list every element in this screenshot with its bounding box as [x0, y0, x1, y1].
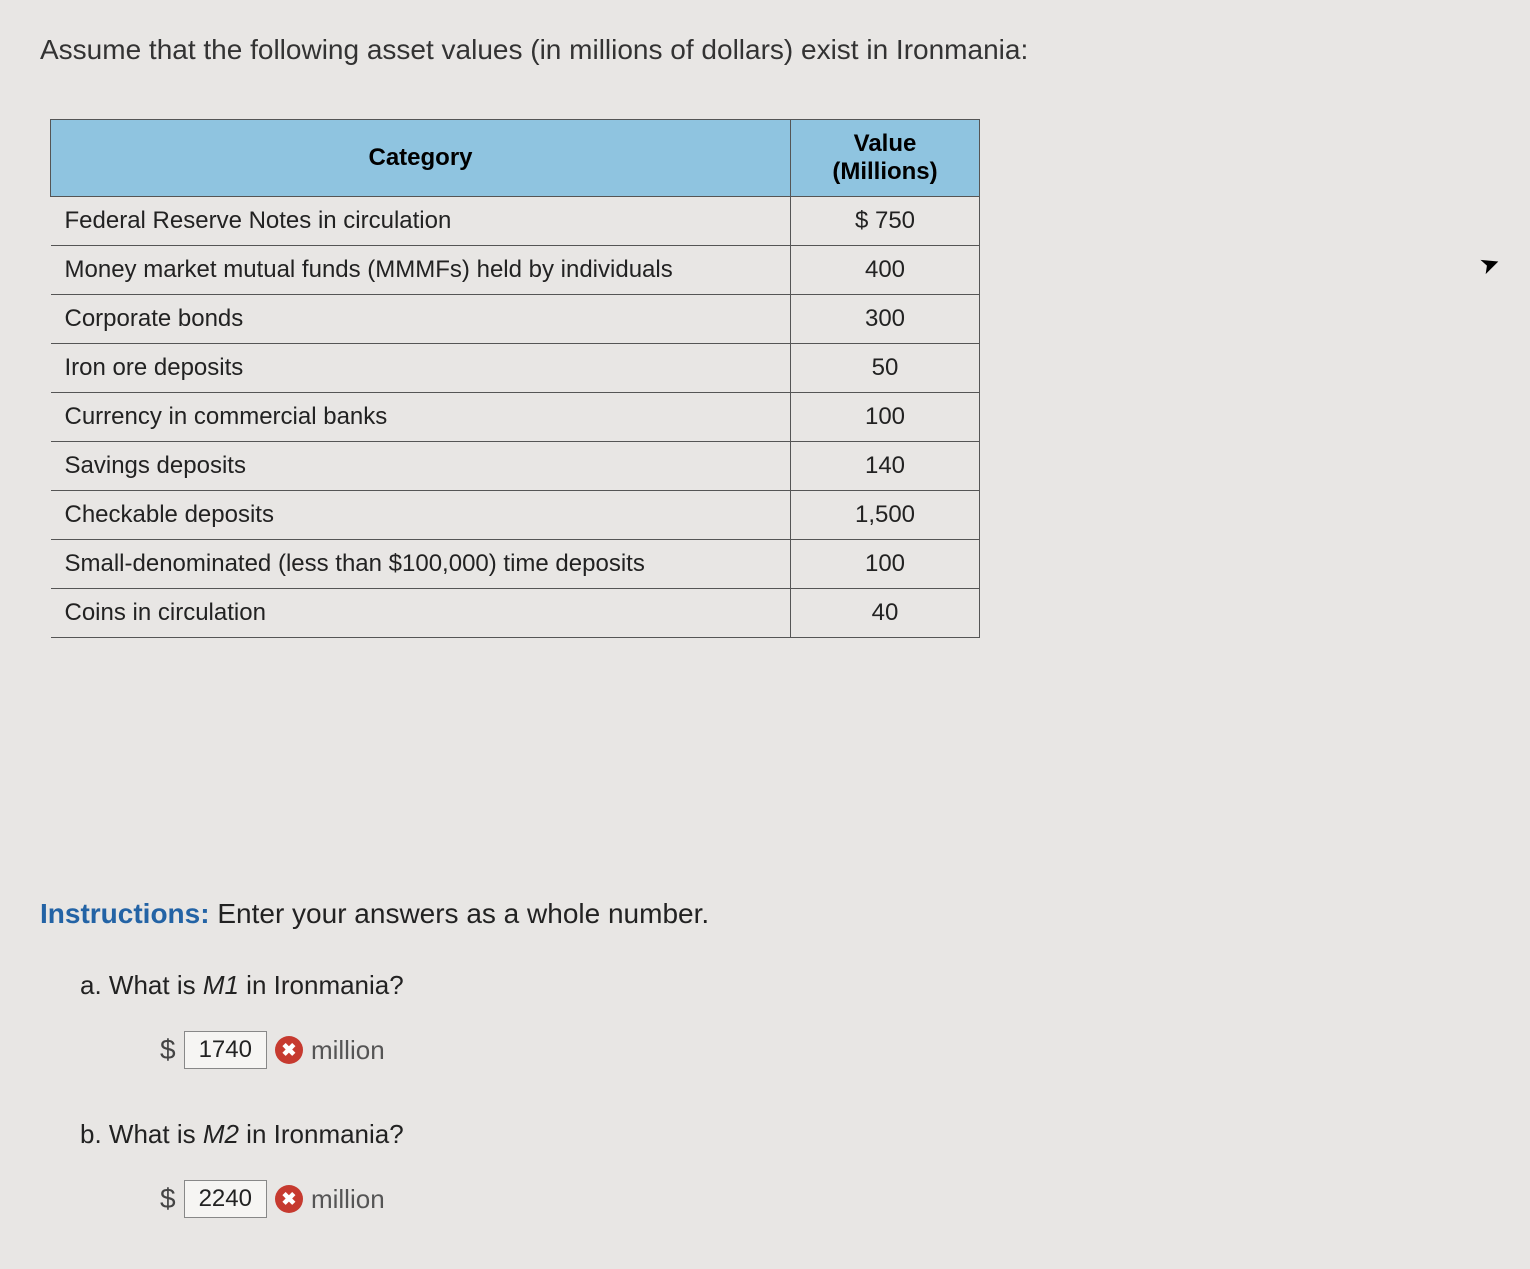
cell-category: Small-denominated (less than $100,000) t… [51, 540, 791, 589]
table-row: Small-denominated (less than $100,000) t… [51, 540, 980, 589]
part-a-letter: a. [80, 970, 102, 1000]
part-b-post: in Ironmania? [239, 1119, 404, 1149]
part-b-pre: What is [102, 1119, 203, 1149]
table-row: Currency in commercial banks 100 [51, 393, 980, 442]
part-a-answer-line: $ 1740 ✖ million [160, 1031, 1490, 1069]
cell-value: $ 750 [791, 197, 980, 246]
table-row: Checkable deposits 1,500 [51, 491, 980, 540]
cell-value: 40 [791, 589, 980, 638]
cell-category: Federal Reserve Notes in circulation [51, 197, 791, 246]
mouse-cursor-icon: ➤ [1476, 247, 1505, 281]
dollar-sign: $ [160, 1034, 176, 1066]
cell-value: 100 [791, 393, 980, 442]
unit-label: million [311, 1184, 385, 1215]
part-a-pre: What is [102, 970, 203, 1000]
cell-category: Checkable deposits [51, 491, 791, 540]
cell-category: Coins in circulation [51, 589, 791, 638]
answer-input-b[interactable]: 2240 [184, 1180, 267, 1218]
table-row: Federal Reserve Notes in circulation $ 7… [51, 197, 980, 246]
part-a-question: a. What is M1 in Ironmania? [80, 970, 1490, 1001]
part-b-question: b. What is M2 in Ironmania? [80, 1119, 1490, 1150]
table-row: Coins in circulation 40 [51, 589, 980, 638]
unit-label: million [311, 1035, 385, 1066]
instructions-text: Enter your answers as a whole number. [210, 898, 710, 929]
cell-value: 1,500 [791, 491, 980, 540]
cell-value: 300 [791, 295, 980, 344]
instructions-label: Instructions: [40, 898, 210, 929]
cell-value: 140 [791, 442, 980, 491]
part-b-var: M2 [203, 1119, 239, 1149]
col-header-value: Value (Millions) [791, 120, 980, 197]
cell-category: Savings deposits [51, 442, 791, 491]
cell-category: Currency in commercial banks [51, 393, 791, 442]
cell-value: 50 [791, 344, 980, 393]
table-row: Corporate bonds 300 [51, 295, 980, 344]
cell-category: Iron ore deposits [51, 344, 791, 393]
cell-value: 100 [791, 540, 980, 589]
part-b-answer-line: $ 2240 ✖ million [160, 1180, 1490, 1218]
part-a-var: M1 [203, 970, 239, 1000]
answer-input-a[interactable]: 1740 [184, 1031, 267, 1069]
dollar-sign: $ [160, 1183, 176, 1215]
cell-category: Money market mutual funds (MMMFs) held b… [51, 246, 791, 295]
table-header-row: Category Value (Millions) [51, 120, 980, 197]
question-prompt: Assume that the following asset values (… [40, 30, 1490, 69]
instructions-line: Instructions: Enter your answers as a wh… [40, 898, 1490, 930]
part-b-letter: b. [80, 1119, 102, 1149]
incorrect-icon: ✖ [275, 1036, 303, 1064]
cell-category: Corporate bonds [51, 295, 791, 344]
cell-value: 400 [791, 246, 980, 295]
asset-values-table: Category Value (Millions) Federal Reserv… [50, 119, 980, 638]
part-a-post: in Ironmania? [239, 970, 404, 1000]
col-header-category: Category [51, 120, 791, 197]
table-row: Iron ore deposits 50 [51, 344, 980, 393]
table-row: Savings deposits 140 [51, 442, 980, 491]
incorrect-icon: ✖ [275, 1185, 303, 1213]
table-row: Money market mutual funds (MMMFs) held b… [51, 246, 980, 295]
